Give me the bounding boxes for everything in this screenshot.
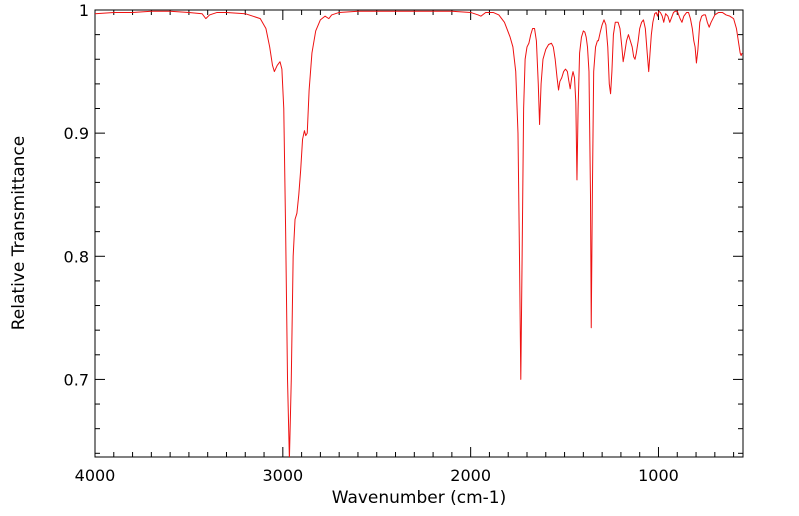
plot-area-frame [94, 9, 744, 458]
x-axis-tick-labels: 4000 3000 2000 1000 [75, 466, 679, 485]
y-tick-label: 0.9 [64, 124, 89, 143]
spectrum-series [95, 10, 743, 457]
x-axis-title: Wavenumber (cm-1) [332, 488, 507, 508]
y-tick-label: 0.7 [64, 370, 89, 389]
x-tick-label: 2000 [450, 466, 491, 485]
y-axis-tick-labels: 0.7 0.8 0.9 1 [64, 1, 89, 389]
transmittance-line [95, 10, 743, 457]
x-tick-label: 1000 [638, 466, 679, 485]
y-tick-label: 1 [79, 1, 89, 20]
y-tick-label: 0.8 [64, 247, 89, 266]
y-axis-title: Relative Transmittance [9, 136, 29, 331]
y-axis-ticks [95, 9, 743, 454]
x-tick-label: 4000 [75, 466, 116, 485]
x-tick-label: 3000 [262, 466, 303, 485]
x-axis-ticks [94, 10, 735, 457]
